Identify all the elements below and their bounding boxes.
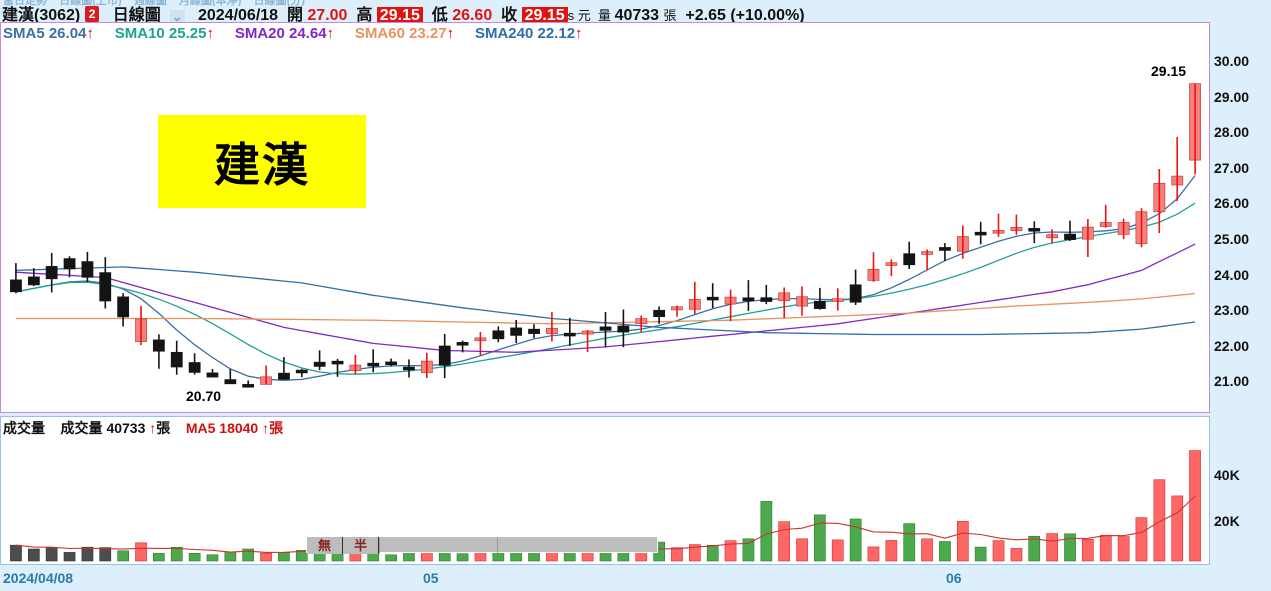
svg-text:29.15: 29.15 [1151, 63, 1186, 79]
svg-text:20.70: 20.70 [186, 388, 221, 404]
